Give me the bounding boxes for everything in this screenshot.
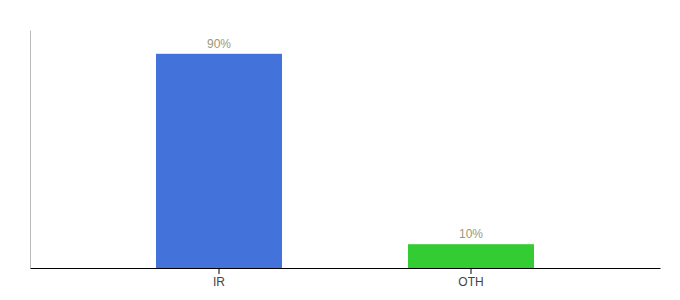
y-axis-line [30, 31, 31, 269]
y-axis [30, 31, 31, 269]
x-axis-line [31, 268, 661, 269]
plot: IR OTH 90% 10% [31, 31, 661, 289]
data-labels: 90% 10% [207, 37, 483, 241]
x-tick: OTH [458, 268, 483, 289]
bars [156, 54, 534, 268]
x-tick-mark [219, 268, 220, 274]
x-tick-label: IR [213, 275, 225, 289]
x-tick: IR [213, 268, 225, 289]
x-axis: IR OTH [31, 268, 661, 289]
x-tick-mark [471, 268, 472, 274]
x-tick-label: OTH [458, 275, 483, 289]
bar [408, 244, 534, 268]
bar [156, 54, 282, 268]
data-label: 10% [459, 227, 483, 241]
chart: IR OTH 90% 10% [0, 0, 680, 300]
data-label: 90% [207, 37, 231, 51]
